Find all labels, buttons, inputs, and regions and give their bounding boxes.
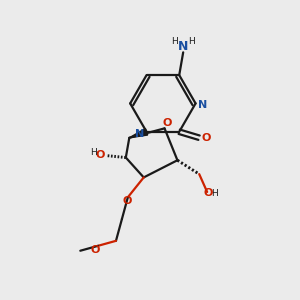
Text: O: O [163, 118, 172, 128]
Text: O: O [95, 150, 105, 160]
Text: O: O [201, 133, 211, 143]
Text: H: H [211, 189, 218, 198]
Text: N: N [135, 129, 144, 139]
Text: O: O [122, 196, 132, 206]
Polygon shape [129, 128, 148, 138]
Text: O: O [203, 188, 213, 198]
Text: O: O [91, 245, 100, 255]
Text: H: H [90, 148, 97, 157]
Text: H: H [171, 37, 178, 46]
Text: N: N [198, 100, 207, 110]
Text: N: N [178, 40, 188, 53]
Text: H: H [188, 37, 194, 46]
